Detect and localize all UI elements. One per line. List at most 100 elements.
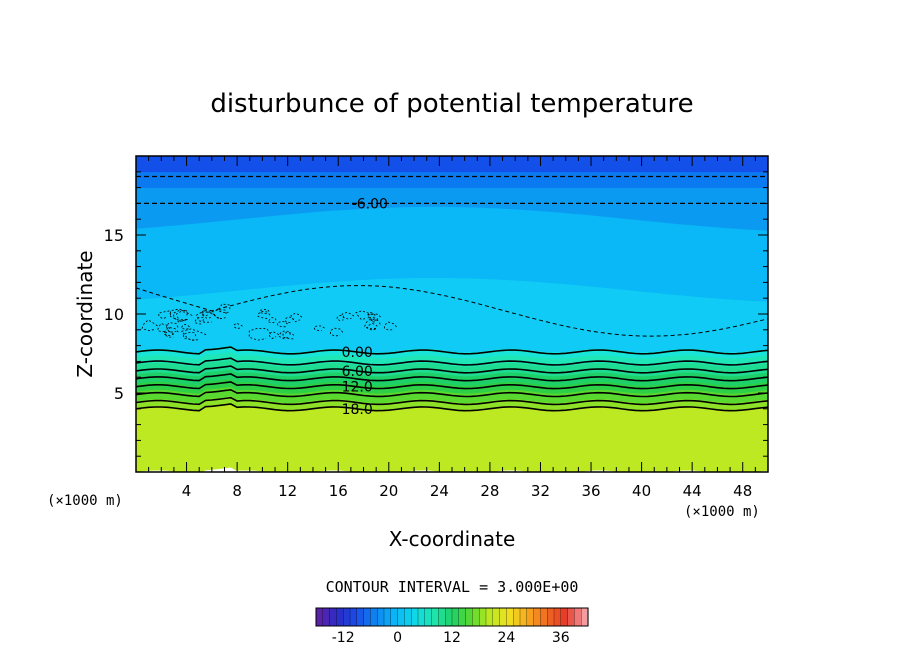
colorbar-cell	[397, 607, 405, 627]
contour-interval-text: CONTOUR INTERVAL = 3.000E+00	[326, 578, 579, 596]
colorbar-cell	[465, 607, 473, 627]
contour-cell-37	[180, 323, 190, 330]
contour-cell-10	[170, 308, 189, 321]
contour-cell-29	[163, 326, 179, 337]
contour-cell-35	[218, 303, 231, 314]
contour-cell-30	[366, 323, 378, 331]
contour-cell-11	[201, 310, 211, 317]
y-axis-label: Z-coordinate	[73, 250, 97, 377]
contour-cell-20	[194, 317, 205, 325]
contour-cell-13	[182, 332, 197, 341]
x-tick-label: 44	[683, 482, 702, 500]
x-tick-label: 4	[182, 482, 192, 500]
colorbar-cell	[499, 607, 507, 627]
contour-line-positive-7	[136, 403, 768, 412]
colorbar-cell	[547, 607, 555, 627]
colorbar-cell	[343, 607, 351, 627]
colorbar	[315, 607, 589, 627]
colorbar-frame	[315, 607, 589, 627]
contour-line-positive-4	[136, 381, 768, 390]
colorbar-cell	[479, 607, 487, 627]
colorbar-cell	[445, 607, 453, 627]
colorbar-cell	[356, 607, 365, 627]
y-tick-label: 5	[114, 384, 124, 403]
x-unit-right: (×1000 m)	[684, 504, 760, 520]
colorbar-cell	[553, 607, 562, 627]
y-tick-label: 15	[104, 226, 124, 245]
colorbar-cell	[485, 607, 494, 627]
contour-cell-21	[200, 311, 215, 319]
x-tick-label: 8	[232, 482, 242, 500]
contour-cell-22	[370, 317, 379, 323]
contour-cell-33	[166, 322, 179, 333]
colorbar-cell	[513, 607, 521, 627]
contour-label-1: 0.00	[342, 345, 373, 361]
colorbar-cell	[424, 607, 433, 627]
contour-cell-34	[355, 310, 373, 321]
colorbar-cell	[349, 607, 358, 627]
field-band-0	[136, 403, 768, 472]
contour-cell-36	[156, 323, 171, 333]
contour-line-positive-5	[136, 388, 768, 398]
x-tick-label: 36	[581, 482, 600, 500]
x-tick-label: 48	[733, 482, 752, 500]
colorbar-tick-label: 0	[393, 630, 402, 646]
colorbar-cell	[322, 607, 331, 627]
contour-line-positive-6	[136, 396, 768, 406]
colorbar-cell	[574, 607, 582, 627]
colorbar-cell	[363, 607, 371, 627]
colorbar-cell	[519, 607, 528, 627]
contour-line-positive-1	[136, 357, 768, 366]
contour-cell-31	[278, 330, 291, 340]
colorbar-cell	[383, 607, 392, 627]
field-band-12	[136, 156, 768, 173]
contour-cell-38	[366, 313, 381, 322]
x-tick-labels: 4 8 12 16 20 24 28 32 36 40 44 48	[182, 482, 752, 500]
contour-cell-9	[141, 319, 158, 332]
x-tick-label: 28	[480, 482, 499, 500]
colorbar-cell	[492, 607, 501, 627]
colorbar-cell	[336, 607, 344, 627]
axis-ticks	[135, 155, 769, 473]
y-tick-label: 10	[104, 305, 124, 324]
contour-cell-23	[157, 310, 172, 320]
colorbar-cell	[472, 607, 480, 627]
colorbar-cell	[377, 607, 385, 627]
x-tick-label: 20	[379, 482, 398, 500]
contour-cell-5	[336, 315, 345, 321]
contour-cell-26	[176, 311, 193, 322]
colorbar-cell	[533, 607, 541, 627]
colorbar-cell	[417, 607, 426, 627]
contour-cell-32	[290, 312, 303, 323]
colorbar-cell	[438, 607, 446, 627]
colorbar-cell	[540, 607, 548, 627]
contour-label-2: 6.00	[342, 364, 373, 380]
contour-line-positive-3	[136, 373, 768, 382]
contour-line-positive-0	[136, 346, 768, 355]
contour-cell-2	[180, 328, 207, 341]
contour-cell-3	[313, 325, 325, 332]
contour-cell-18	[248, 327, 271, 341]
contour-cell-8	[282, 331, 295, 340]
colorbar-cell	[404, 607, 412, 627]
y-tick-labels: 5 10 15	[104, 226, 124, 403]
contour-label-3: 12.0	[342, 380, 373, 396]
field-band-11	[136, 171, 768, 188]
colorbar-tick-label: 36	[552, 630, 570, 646]
contour-cell-1	[211, 309, 227, 320]
x-tick-label: 12	[278, 482, 297, 500]
contour-cell-17	[363, 318, 381, 330]
colorbar-cell	[370, 607, 378, 627]
colorbar-tick-label: 12	[443, 630, 461, 646]
x-tick-label: 24	[430, 482, 449, 500]
colorbar-cell	[451, 607, 460, 627]
contour-lines	[136, 175, 768, 412]
contour-cell-16	[276, 321, 288, 328]
x-unit-left: (×1000 m)	[47, 493, 123, 509]
chart-title: disturbunce of potential temperature	[210, 89, 693, 119]
contour-cell-39	[260, 308, 270, 315]
contour-label-4: 18.0	[342, 402, 373, 418]
colorbar-cell	[390, 607, 399, 627]
